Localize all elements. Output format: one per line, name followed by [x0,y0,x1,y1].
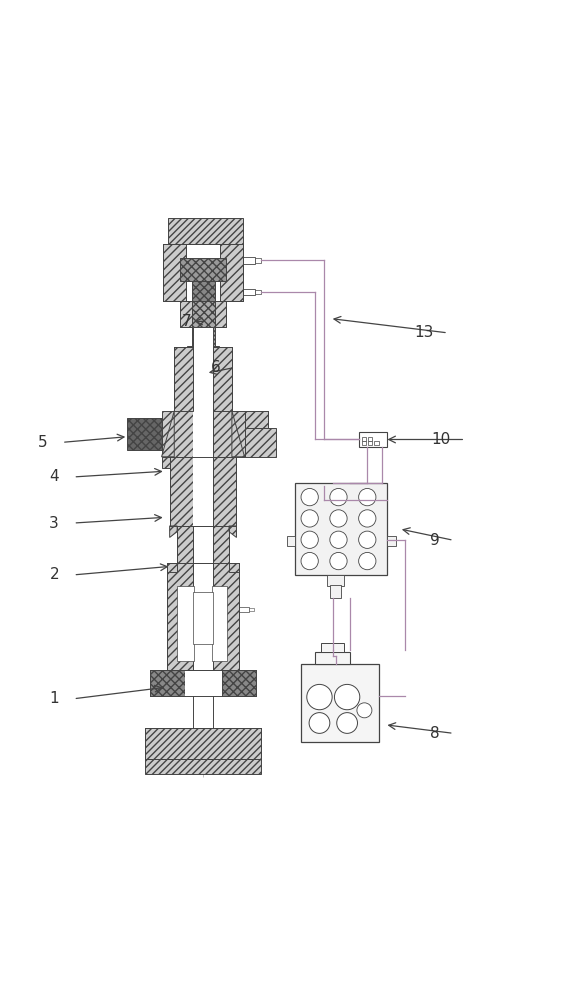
Bar [187,346,219,353]
Bar [193,411,214,457]
Polygon shape [229,526,236,537]
Circle shape [330,531,347,548]
Bar [196,356,202,361]
Bar [368,437,372,441]
Bar [214,457,236,526]
Circle shape [301,510,318,527]
Bar [150,670,185,696]
Circle shape [330,488,347,506]
Circle shape [358,552,376,570]
Circle shape [358,531,376,548]
Bar [180,301,192,327]
Bar [193,457,214,526]
Text: 1: 1 [49,691,59,706]
Bar [361,437,366,441]
Bar [214,563,239,670]
Bar [214,347,232,411]
Text: 8: 8 [430,726,439,741]
Bar [222,670,256,696]
Circle shape [301,552,318,570]
Polygon shape [162,457,170,468]
Circle shape [357,703,372,718]
Circle shape [330,510,347,527]
Bar [190,351,216,357]
Bar [239,607,249,612]
Circle shape [337,713,357,733]
Bar [170,457,193,526]
Text: 6: 6 [211,360,221,375]
Bar [177,526,193,563]
Bar [330,585,342,598]
Bar [145,728,261,759]
Bar [168,218,243,244]
Bar [361,441,366,445]
Bar [287,536,295,546]
Text: 13: 13 [414,325,434,340]
Circle shape [335,684,360,710]
Text: 10: 10 [431,432,451,447]
Text: 4: 4 [49,469,59,484]
Bar [244,411,267,428]
Bar [174,347,193,411]
Text: 3: 3 [49,516,59,531]
Bar [221,244,243,301]
Circle shape [301,488,318,506]
Bar [214,526,229,563]
Bar [374,441,379,445]
Text: 5: 5 [38,435,47,450]
Bar [244,411,267,428]
Bar [162,411,193,457]
Bar [358,432,387,447]
Bar [167,563,193,670]
Circle shape [358,510,376,527]
Bar [243,257,255,264]
Circle shape [307,684,332,710]
Bar [192,301,215,350]
Bar [186,244,221,301]
Circle shape [330,552,347,570]
Bar [193,592,214,644]
Circle shape [309,713,330,733]
Bar [212,586,228,661]
Circle shape [358,488,376,506]
Bar [215,301,226,327]
Bar [193,327,214,759]
Polygon shape [170,526,177,537]
Bar [204,356,210,361]
Bar [249,608,254,611]
Bar [295,483,387,575]
Bar [177,586,195,661]
Bar [180,258,226,281]
Bar [185,670,222,696]
Bar [244,428,276,457]
Text: 9: 9 [430,533,439,548]
Bar [321,643,345,652]
Bar [163,244,186,301]
Polygon shape [162,411,174,457]
Polygon shape [232,411,244,457]
Bar [255,290,261,294]
Polygon shape [229,563,239,572]
Bar [243,289,255,295]
Bar [192,281,215,301]
Polygon shape [167,563,177,572]
Bar [127,418,162,450]
Bar [387,536,395,546]
Text: 7: 7 [182,314,192,329]
Bar [327,575,345,586]
Bar [301,664,379,742]
Bar [214,411,244,457]
Bar [368,441,372,445]
Text: 2: 2 [49,567,59,582]
Bar [180,301,226,327]
Circle shape [301,531,318,548]
Bar [145,759,261,774]
Bar [255,258,261,263]
Bar [316,652,350,664]
